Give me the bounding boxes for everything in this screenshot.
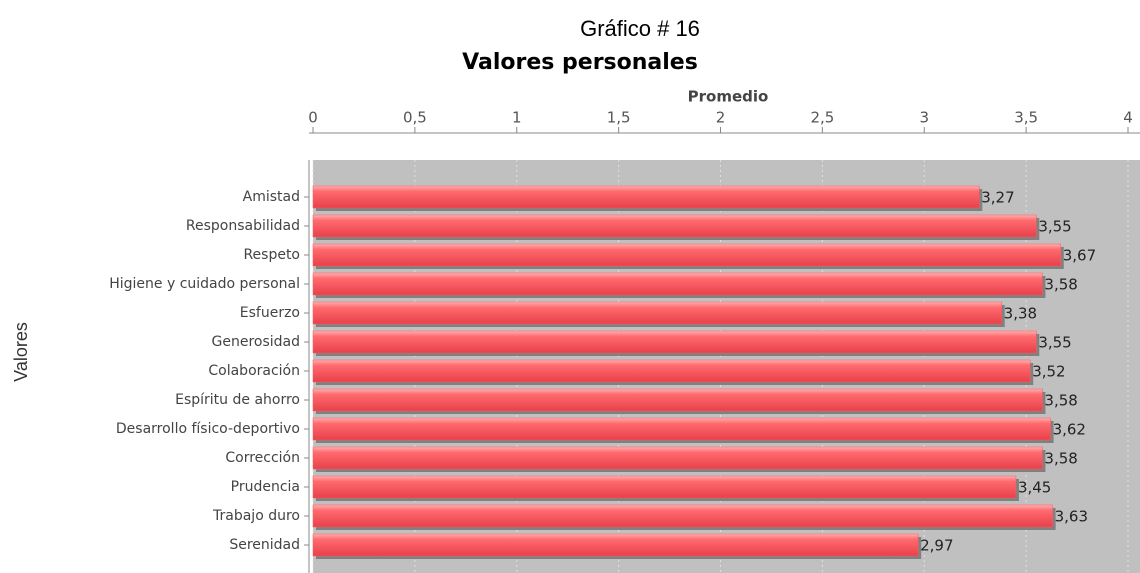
y-tick-label: Espíritu de ahorro — [175, 392, 300, 408]
y-tick-label: Trabajo duro — [212, 508, 300, 524]
y-axis-label: Valores — [11, 322, 31, 382]
value-label: 3,62 — [1053, 421, 1086, 439]
bar — [312, 272, 1043, 296]
y-tick-label: Higiene y cuidado personal — [109, 276, 300, 292]
chart-title: Gráfico # 16 — [580, 16, 700, 41]
value-label: 3,63 — [1055, 508, 1088, 526]
bar — [312, 330, 1037, 354]
x-tick-label: 3,5 — [1014, 109, 1038, 127]
value-label: 3,27 — [981, 189, 1014, 207]
x-axis-label: Promedio — [688, 88, 769, 106]
value-label: 3,55 — [1038, 334, 1071, 352]
value-label: 3,45 — [1018, 479, 1051, 497]
bar — [312, 359, 1031, 383]
x-tick-label: 2 — [716, 109, 726, 127]
y-tick-label: Colaboración — [208, 363, 300, 379]
y-tick-label: Corrección — [225, 450, 300, 466]
y-tick-label: Prudencia — [231, 479, 300, 495]
bar — [312, 504, 1053, 528]
y-tick-label: Respeto — [243, 247, 300, 263]
value-label: 2,97 — [920, 537, 953, 555]
bar — [312, 388, 1043, 412]
value-label: 3,58 — [1044, 276, 1077, 294]
x-tick-label: 1 — [512, 109, 522, 127]
bar — [312, 185, 980, 209]
x-tick-label: 1,5 — [607, 109, 631, 127]
bar — [312, 475, 1017, 499]
y-tick-label: Amistad — [243, 189, 300, 205]
value-label: 3,52 — [1032, 363, 1065, 381]
y-tick-label: Desarrollo físico-deportivo — [116, 421, 300, 437]
y-tick-label: Generosidad — [212, 334, 301, 350]
chart-subtitle: Valores personales — [462, 50, 698, 75]
x-tick-label: 0 — [308, 109, 318, 127]
x-tick-label: 3 — [919, 109, 929, 127]
y-tick-label: Serenidad — [229, 537, 300, 553]
x-tick-label: 2,5 — [810, 109, 834, 127]
value-label: 3,38 — [1004, 305, 1037, 323]
bar — [312, 533, 919, 557]
y-tick-label: Responsabilidad — [186, 218, 300, 234]
value-label: 3,58 — [1044, 450, 1077, 468]
bar — [312, 214, 1037, 238]
y-tick-label: Esfuerzo — [240, 305, 300, 321]
bar — [312, 417, 1051, 441]
bar — [312, 446, 1043, 470]
x-tick-label: 0,5 — [403, 109, 427, 127]
bar — [312, 301, 1002, 325]
value-label: 3,55 — [1038, 218, 1071, 236]
x-tick-label: 4 — [1123, 109, 1133, 127]
bar — [312, 243, 1062, 267]
value-label: 3,58 — [1044, 392, 1077, 410]
value-label: 3,67 — [1063, 247, 1096, 265]
